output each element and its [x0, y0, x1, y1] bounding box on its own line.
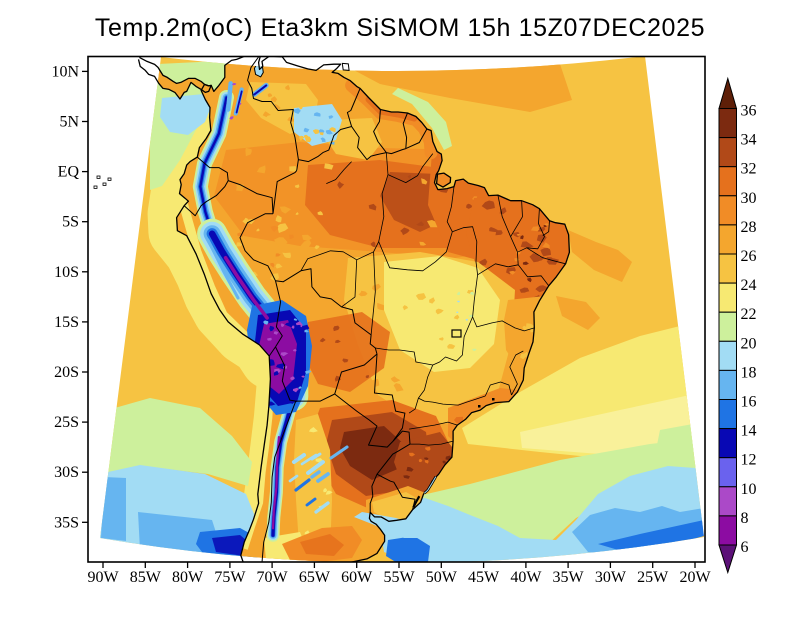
- svg-text:30W: 30W: [595, 569, 627, 586]
- svg-text:10S: 10S: [54, 264, 79, 281]
- svg-text:26: 26: [741, 248, 757, 265]
- svg-text:35W: 35W: [553, 569, 585, 586]
- svg-text:50W: 50W: [426, 569, 458, 586]
- svg-text:20: 20: [741, 335, 757, 352]
- svg-text:22: 22: [741, 306, 757, 323]
- svg-text:10N: 10N: [51, 63, 79, 80]
- svg-text:34: 34: [741, 132, 757, 149]
- svg-text:6: 6: [741, 539, 749, 556]
- svg-text:60W: 60W: [341, 569, 373, 586]
- svg-text:20W: 20W: [679, 569, 711, 586]
- svg-text:45W: 45W: [468, 569, 500, 586]
- svg-text:14: 14: [741, 423, 757, 440]
- svg-text:32: 32: [741, 161, 757, 178]
- svg-text:Temp.2m(oC) Eta3km SiSMOM 15h: Temp.2m(oC) Eta3km SiSMOM 15h 15Z07DEC20…: [95, 14, 705, 42]
- svg-text:5N: 5N: [59, 114, 79, 131]
- svg-text:85W: 85W: [130, 569, 162, 586]
- svg-text:30S: 30S: [54, 464, 79, 481]
- svg-text:36: 36: [741, 103, 757, 120]
- svg-text:35S: 35S: [54, 514, 79, 531]
- svg-text:EQ: EQ: [58, 164, 80, 181]
- svg-text:20S: 20S: [54, 364, 79, 381]
- svg-text:16: 16: [741, 394, 757, 411]
- svg-text:12: 12: [741, 452, 757, 469]
- svg-text:90W: 90W: [87, 569, 119, 586]
- svg-text:5S: 5S: [62, 214, 79, 231]
- svg-text:70W: 70W: [257, 569, 289, 586]
- svg-text:30: 30: [741, 190, 757, 207]
- svg-text:28: 28: [741, 219, 757, 236]
- svg-text:65W: 65W: [299, 569, 331, 586]
- svg-text:15S: 15S: [54, 314, 79, 331]
- svg-text:18: 18: [741, 364, 757, 381]
- svg-text:75W: 75W: [214, 569, 246, 586]
- svg-text:25S: 25S: [54, 414, 79, 431]
- svg-text:8: 8: [741, 510, 749, 527]
- svg-text:10: 10: [741, 481, 757, 498]
- svg-text:24: 24: [741, 277, 757, 294]
- svg-text:40W: 40W: [510, 569, 542, 586]
- svg-text:80W: 80W: [172, 569, 204, 586]
- svg-text:55W: 55W: [383, 569, 415, 586]
- svg-text:25W: 25W: [637, 569, 669, 586]
